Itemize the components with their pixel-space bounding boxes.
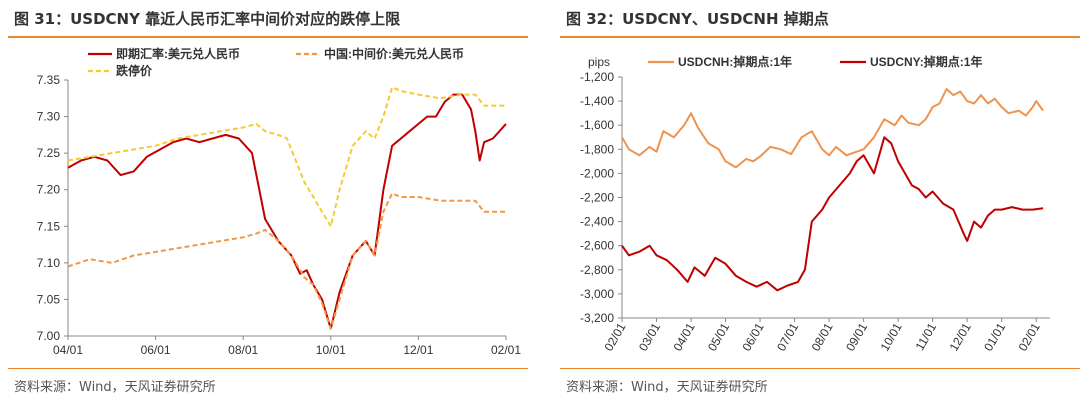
series-line-1	[621, 88, 1044, 169]
y-tick-label: -3,200	[580, 311, 614, 325]
x-tick-label: 07/01	[774, 320, 801, 353]
y-tick-label: -2,000	[580, 166, 614, 180]
y-tick-label: 7.35	[37, 73, 61, 87]
x-tick-label: 01/01	[981, 320, 1008, 353]
series-line-3	[67, 86, 506, 228]
chart-31-source: 资料来源：Wind，天风证券研究所	[14, 380, 216, 395]
series-line-2	[67, 192, 506, 330]
y-tick-label: -3,000	[580, 287, 614, 301]
legend-label: 中国:中间价:美元兑人民币	[324, 46, 464, 61]
x-tick-label: 06/01	[740, 320, 767, 353]
x-tick-label: 08/01	[809, 320, 836, 353]
source-rule	[8, 368, 528, 369]
x-tick-label: 04/01	[670, 320, 697, 353]
title-rule	[560, 36, 1080, 38]
series-line-1	[67, 93, 507, 330]
x-tick-label: 12/01	[403, 343, 433, 357]
legend-label: USDCNY:掉期点:1年	[870, 54, 982, 69]
y-tick-label: 7.05	[37, 292, 61, 306]
x-tick-label: 11/01	[913, 320, 940, 353]
source-rule	[560, 368, 1080, 369]
x-tick-label: 10/01	[878, 320, 905, 353]
x-tick-label: 04/01	[53, 343, 83, 357]
y-tick-label: -1,600	[580, 118, 614, 132]
x-tick-label: 08/01	[228, 343, 258, 357]
x-tick-label: 10/01	[316, 343, 346, 357]
chart-32-source: 资料来源：Wind，天风证券研究所	[566, 380, 768, 395]
y-tick-label: -1,800	[580, 142, 614, 156]
y-axis-unit: pips	[588, 55, 610, 69]
legend-label: USDCNH:掉期点:1年	[678, 54, 792, 69]
legend-label: 跌停价	[116, 63, 153, 78]
y-tick-label: -2,400	[580, 215, 614, 229]
x-tick-label: 09/01	[843, 320, 870, 353]
y-tick-label: 7.25	[37, 146, 61, 160]
legend-label: 即期汇率:美元兑人民币	[116, 46, 240, 61]
y-tick-label: 7.10	[37, 256, 61, 270]
y-tick-label: 7.00	[37, 329, 61, 343]
y-tick-label: 7.15	[37, 219, 61, 233]
y-tick-label: -1,200	[580, 70, 614, 84]
y-tick-label: -2,800	[580, 263, 614, 277]
series-line-2	[621, 136, 1044, 292]
chart-32-plot: pips-1,200 -1,400 -1,600 -1,800 -2,000 -2,200…	[580, 54, 1050, 354]
y-tick-label: -2,200	[580, 191, 614, 205]
title-rule	[8, 36, 528, 38]
y-tick-label: -2,600	[580, 239, 614, 253]
chart-31-plot: 7.00 7.05 7.10 7.15 7.20 7.25 7.30 7.35 04/01 06/…	[37, 46, 522, 357]
y-tick-label: 7.30	[37, 110, 61, 124]
chart-panel-31: 图 31：USDCNY 靠近人民币汇率中间价对应的跌停上限 7.00 7.05 7.…	[0, 0, 528, 405]
x-tick-label: 02/01	[491, 343, 521, 357]
chart-panel-32: 图 32：USDCNY、USDCNH 掉期点 pips -1,200 -1,400 -…	[552, 0, 1080, 405]
y-tick-label: -1,400	[580, 94, 614, 108]
x-tick-label: 02/01	[601, 320, 628, 353]
x-tick-label: 03/01	[636, 320, 663, 353]
y-tick-label: 7.20	[37, 183, 61, 197]
x-tick-label: 06/01	[141, 343, 171, 357]
chart-31-title: 图 31：USDCNY 靠近人民币汇率中间价对应的跌停上限	[14, 10, 401, 28]
x-tick-label: 05/01	[705, 320, 732, 353]
x-tick-label: 12/01	[947, 320, 974, 353]
x-tick-label: 02/01	[1016, 320, 1043, 353]
chart-32-title: 图 32：USDCNY、USDCNH 掉期点	[566, 10, 829, 28]
